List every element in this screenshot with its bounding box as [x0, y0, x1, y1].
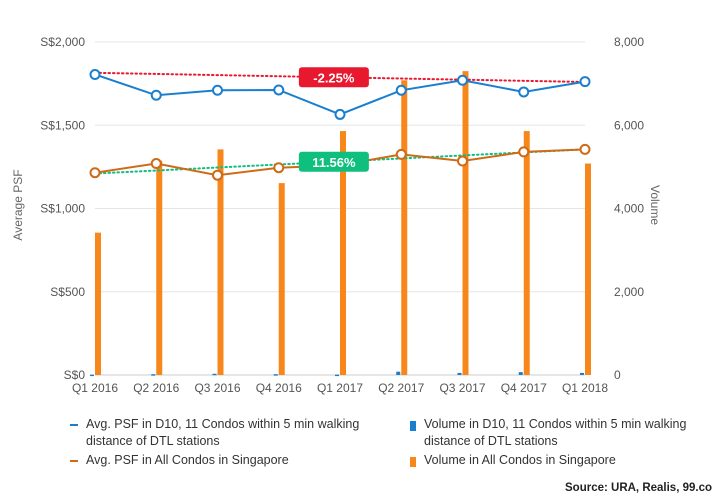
legend-line-icon — [70, 460, 78, 462]
volume-bar — [156, 160, 163, 375]
legend-line-icon — [70, 424, 78, 426]
volume-bars — [90, 71, 591, 377]
y-right-title: Volume — [648, 185, 662, 225]
y-left-tick-label: S$2,000 — [40, 35, 85, 49]
y-right-tick-label: 2,000 — [614, 285, 644, 299]
volume-bar — [90, 374, 94, 377]
volume-bar — [273, 374, 278, 376]
psf-marker — [212, 169, 223, 181]
y-right-tick-label: 0 — [614, 368, 621, 382]
psf-marker — [334, 108, 346, 120]
volume-bar — [340, 131, 346, 375]
x-tick-label: Q3 2017 — [439, 381, 485, 395]
volume-bar — [278, 183, 285, 375]
legend-item-psf-d10: Avg. PSF in D10, 11 Condos within 5 min … — [70, 416, 370, 450]
y-right-tick-label: 4,000 — [614, 202, 644, 216]
y-left-tick-label: S$1,000 — [40, 202, 85, 216]
trend-badge-label: -2.25% — [313, 70, 355, 85]
psf-marker — [89, 68, 101, 80]
volume-bar — [396, 371, 401, 375]
x-tick-label: Q1 2017 — [317, 381, 363, 395]
x-tick-label: Q4 2017 — [501, 381, 547, 395]
volume-bar — [457, 372, 462, 375]
volume-bar — [401, 80, 408, 376]
y-left-tick-label: S$500 — [50, 285, 85, 299]
psf-marker — [457, 74, 468, 86]
legend-label: Volume in All Condos in Singapore — [424, 453, 616, 467]
legend-bar-icon — [410, 457, 416, 467]
y-left-title: Average PSF — [11, 169, 25, 240]
x-tick-label: Q4 2016 — [256, 381, 302, 395]
y-left-tick-label: S$0 — [64, 368, 86, 382]
volume-bar — [518, 372, 523, 375]
volume-bar — [523, 131, 530, 375]
source-note: Source: URA, Realis, 99.co — [565, 482, 712, 494]
psf-marker — [518, 86, 530, 98]
y-right-tick-label: 6,000 — [614, 118, 644, 132]
trend-badge-label: 11.56% — [312, 155, 356, 170]
legend-label: Avg. PSF in D10, 11 Condos within 5 min … — [86, 417, 360, 448]
volume-bar — [335, 374, 339, 377]
psf-marker — [212, 84, 223, 96]
x-tick-label: Q3 2016 — [194, 381, 240, 395]
psf-markers — [89, 68, 591, 181]
volume-bar — [95, 232, 101, 375]
psf-marker — [395, 148, 407, 160]
axis-tick-labels: S$0 0 S$500 2,000 S$1,000 4,000 S$1,500 6,000 S$… — [40, 35, 644, 395]
psf-marker — [150, 89, 162, 101]
psf-marker — [273, 84, 285, 96]
legend: Avg. PSF in D10, 11 Condos within 5 min … — [0, 414, 720, 474]
legend-label: Volume in D10, 11 Condos within 5 min wa… — [424, 417, 687, 448]
legend-item-volume-d10: Volume in D10, 11 Condos within 5 min wa… — [410, 416, 710, 450]
psf-marker — [579, 76, 591, 88]
volume-bar — [585, 163, 591, 375]
y-right-tick-label: 8,000 — [614, 35, 644, 49]
trend-badge — [298, 67, 369, 88]
volume-bar — [580, 372, 584, 375]
legend-bar-icon — [410, 421, 416, 431]
volume-bar — [151, 374, 156, 376]
volume-bar — [217, 149, 224, 375]
volume-bar — [212, 373, 217, 376]
trend-badges: -2.25% 11.56% — [298, 67, 369, 172]
psf-marker — [395, 84, 407, 96]
x-tick-label: Q2 2016 — [133, 381, 179, 395]
y-left-tick-label: S$1,500 — [40, 118, 85, 132]
x-tick-label: Q1 2016 — [72, 381, 118, 395]
psf-marker — [150, 158, 162, 170]
legend-item-psf-all: Avg. PSF in All Condos in Singapore — [70, 452, 370, 469]
volume-bar — [462, 71, 469, 375]
trend-badge — [298, 151, 369, 172]
psf-marker — [273, 162, 285, 174]
psf-marker — [457, 155, 468, 167]
x-tick-label: Q1 2018 — [562, 381, 608, 395]
psf-marker — [579, 143, 591, 155]
legend-label: Avg. PSF in All Condos in Singapore — [86, 453, 289, 467]
psf-marker — [89, 167, 101, 179]
x-tick-label: Q2 2017 — [378, 381, 424, 395]
chart: S$0 0 S$500 2,000 S$1,000 4,000 S$1,500 6,000 S$… — [11, 35, 662, 395]
legend-item-volume-all: Volume in All Condos in Singapore — [410, 452, 710, 469]
psf-marker — [518, 146, 530, 158]
